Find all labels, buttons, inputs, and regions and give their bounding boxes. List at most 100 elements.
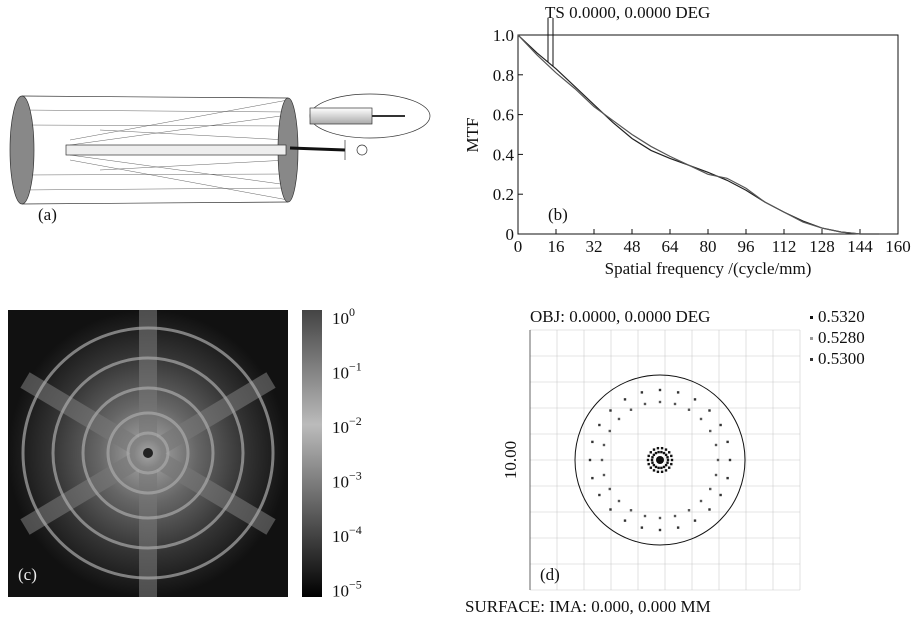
spot-point — [602, 473, 606, 477]
spot-point — [640, 526, 644, 529]
y-tick-label: 0.4 — [493, 145, 515, 164]
spot-point — [602, 443, 606, 447]
spot-point — [673, 514, 677, 518]
label-exponent: −5 — [349, 578, 362, 592]
spot-point — [588, 458, 592, 462]
spot-point — [658, 400, 662, 404]
spot-point — [699, 417, 703, 421]
spot-point — [699, 499, 703, 503]
spot-point — [598, 423, 601, 427]
spot-point — [666, 461, 669, 464]
spot-point — [651, 461, 654, 464]
label-exponent: −1 — [349, 360, 362, 374]
spot-point — [660, 446, 664, 450]
x-axis-label: Spatial frequency /(cycle/mm) — [605, 259, 812, 278]
x-tick-label: 144 — [847, 237, 873, 256]
spot-point — [660, 466, 663, 470]
y-tick-label: 0.2 — [493, 185, 514, 204]
x-tick-label: 80 — [700, 237, 717, 256]
y-axis-label: MTF — [463, 118, 482, 153]
spot-point — [658, 528, 662, 532]
spot-point — [670, 454, 673, 458]
spot-point — [716, 458, 720, 462]
label-exponent: 0 — [349, 305, 355, 319]
spot-point — [670, 458, 674, 462]
spot-point — [608, 429, 611, 433]
spot-point — [654, 465, 658, 469]
spot-point — [650, 458, 654, 462]
panel-label: (c) — [18, 565, 37, 584]
spot-point — [657, 466, 660, 470]
spot-point — [673, 402, 677, 406]
panel-label: (d) — [540, 565, 560, 584]
spot-point — [708, 508, 711, 511]
spot-point — [676, 526, 680, 529]
x-tick-label: 0 — [514, 237, 523, 256]
colorbar-label: 10−5 — [332, 578, 362, 601]
label-base: 10 — [332, 582, 349, 601]
legend: 0.5320 0.5280 0.5300 — [810, 307, 865, 368]
spot-point — [708, 409, 711, 412]
x-tick-label: 16 — [548, 237, 565, 256]
spot-point — [649, 451, 653, 454]
y-tick-label: 0 — [506, 225, 515, 244]
spot-point — [726, 476, 729, 480]
spot-point — [687, 408, 691, 411]
spot-point — [640, 391, 644, 394]
x-tick-label: 160 — [885, 237, 911, 256]
spot-point — [676, 391, 680, 394]
y-tick-label: 0.8 — [493, 66, 514, 85]
colorbar-label: 10−4 — [332, 523, 362, 546]
spot-point — [609, 508, 612, 511]
spot-point — [609, 409, 612, 412]
spot-point — [687, 509, 691, 512]
spot-point — [664, 469, 668, 472]
spot-point — [629, 509, 633, 512]
spot-point — [658, 516, 662, 520]
spot-point — [666, 456, 669, 459]
spot-point — [629, 408, 633, 411]
spot-point — [664, 448, 668, 451]
spot-point — [664, 453, 668, 457]
spot-point — [652, 448, 656, 451]
spot-point — [623, 398, 627, 401]
spot-point — [591, 476, 594, 480]
spot-point — [728, 458, 732, 462]
spot-point — [719, 423, 722, 427]
spot-point — [600, 458, 604, 462]
spot-point — [714, 473, 718, 477]
panel-label: (a) — [38, 205, 57, 224]
x-tick-label: 128 — [809, 237, 835, 256]
legend-label: 0.5320 — [818, 307, 865, 326]
spot-point — [598, 493, 601, 497]
spot-point — [652, 463, 656, 467]
label-exponent: −3 — [349, 469, 362, 483]
colorbar-label: 10−1 — [332, 360, 362, 383]
spot-point — [664, 463, 668, 467]
spot-point — [662, 451, 666, 455]
label-base: 10 — [332, 309, 349, 328]
legend-marker — [810, 316, 813, 319]
spot-diagram — [529, 329, 801, 591]
spot-point — [658, 388, 662, 392]
mtf-line — [517, 34, 879, 235]
spot-point — [623, 519, 627, 522]
spot-point — [646, 458, 650, 462]
spot-point — [591, 440, 594, 444]
spot-point — [649, 466, 653, 469]
x-tick-label: 48 — [624, 237, 641, 256]
label-base: 10 — [332, 473, 349, 492]
label-base: 10 — [332, 364, 349, 383]
x-tick-label: 112 — [772, 237, 797, 256]
spot-point — [656, 446, 660, 450]
spot-point — [709, 429, 712, 433]
x-tick-label: 96 — [738, 237, 755, 256]
mtf-chart: 0 16 32 48 64 80 96 112 128 144 160 0 0.2 0.4 0.6 0.8 1.… — [493, 26, 911, 256]
spot-point — [662, 465, 666, 469]
y-tick-label: 1.0 — [493, 26, 514, 45]
legend-marker — [810, 358, 813, 361]
spot-point — [643, 402, 647, 406]
spot-point — [652, 453, 656, 457]
spot-point — [666, 458, 670, 462]
